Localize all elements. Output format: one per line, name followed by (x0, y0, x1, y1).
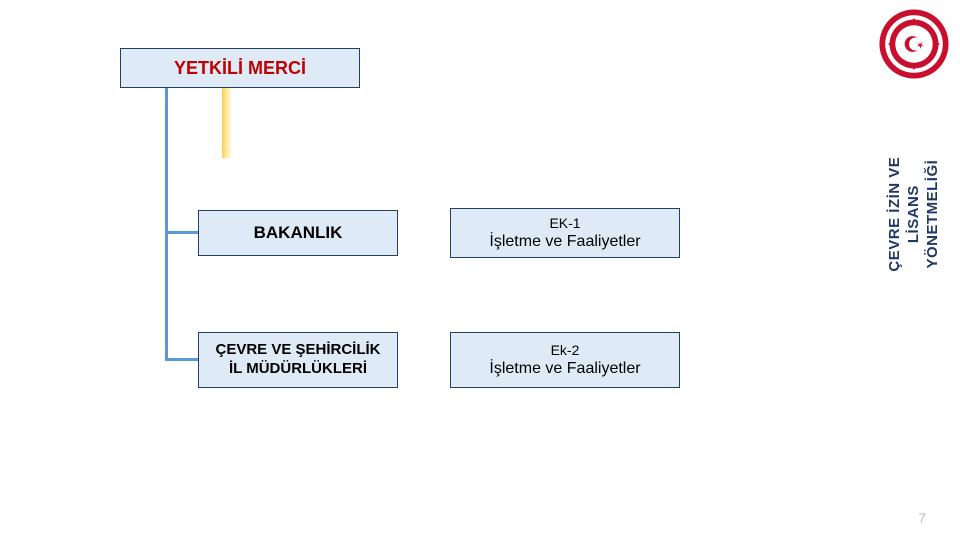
vertical-connector (165, 88, 168, 360)
ek1-sub: İşletme ve Faaliyetler (489, 233, 640, 251)
node-cevre: ÇEVRE VE ŞEHİRCİLİK İL MÜDÜRLÜKLERİ (198, 332, 398, 388)
cevre-line2: İL MÜDÜRLÜKLERİ (229, 360, 367, 379)
sidebar-line2: LİSANS (905, 185, 922, 243)
page-number: 7 (918, 510, 926, 526)
root-stub-connector (222, 88, 231, 158)
node-bakanlik: BAKANLIK (198, 210, 398, 256)
root-box: YETKİLİ MERCİ (120, 48, 360, 88)
root-label: YETKİLİ MERCİ (174, 58, 306, 79)
cevre-line1: ÇEVRE VE ŞEHİRCİLİK (215, 341, 380, 360)
ek1-header: EK-1 (549, 215, 580, 231)
sidebar-title: ÇEVRE İZİN VE LİSANS YÖNETMELİĞİ (886, 124, 942, 304)
bakanlik-label: BAKANLIK (254, 223, 343, 243)
output-ek1: EK-1 İşletme ve Faaliyetler (450, 208, 680, 258)
output-ek2: Ek-2 İşletme ve Faaliyetler (450, 332, 680, 388)
ministry-logo (878, 8, 950, 80)
branch-connector-bakanlik (165, 231, 198, 234)
ek2-sub: İşletme ve Faaliyetler (489, 360, 640, 378)
sidebar-line1: ÇEVRE İZİN VE (886, 157, 903, 272)
ek2-header: Ek-2 (551, 342, 580, 358)
branch-connector-cevre (165, 358, 198, 361)
sidebar-line3: YÖNETMELİĞİ (923, 160, 940, 269)
